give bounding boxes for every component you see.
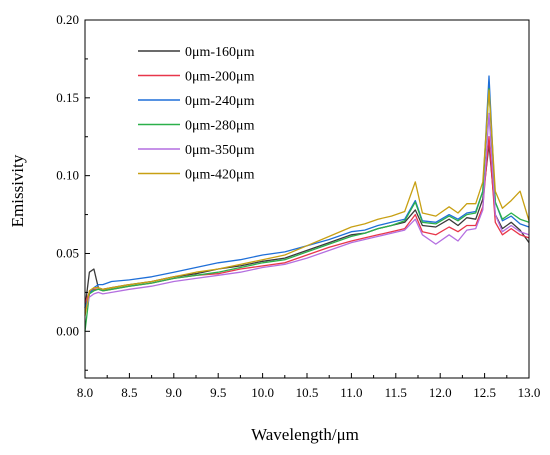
plot-lines <box>84 75 530 332</box>
legend-label: 0μm-350μm <box>185 143 255 158</box>
plot-frame <box>84 19 530 379</box>
x-tick-label: 8.0 <box>77 385 93 400</box>
series-line-2 <box>84 136 530 304</box>
series-line-5 <box>84 112 530 313</box>
series-line-6 <box>84 89 530 316</box>
y-axis: 0.00 0.05 0.10 0.15 0.20 <box>56 12 90 371</box>
y-axis-title: Emissivity <box>8 154 27 227</box>
x-axis-title: Wavelength/μm <box>251 425 359 444</box>
x-tick-label: 9.5 <box>210 385 226 400</box>
x-tick-label: 12.5 <box>473 385 496 400</box>
y-tick-label: 0.20 <box>56 12 79 27</box>
x-axis: 8.0 8.5 9.0 9.5 10.0 10.5 11.0 11.5 12.0 12.5 13.0 <box>77 373 541 400</box>
legend-label: 0μm-240μm <box>185 94 255 109</box>
series-line-3 <box>84 75 530 309</box>
legend-label: 0μm-280μm <box>185 119 255 134</box>
x-tick-label: 10.5 <box>296 385 319 400</box>
y-tick-label: 0.10 <box>56 168 79 183</box>
legend-label: 0μm-160μm <box>185 45 255 60</box>
x-tick-label: 9.0 <box>166 385 182 400</box>
x-tick-label: 12.0 <box>429 385 452 400</box>
x-tick-label: 10.0 <box>251 385 274 400</box>
x-tick-label: 8.5 <box>121 385 137 400</box>
x-tick-label: 11.0 <box>340 385 362 400</box>
x-tick-label: 13.0 <box>518 385 541 400</box>
y-tick-label: 0.00 <box>56 323 79 338</box>
legend: 0μm-160μm 0μm-200μm 0μm-240μm 0μm-280μm 0μm-… <box>138 45 255 183</box>
x-tick-label: 11.5 <box>385 385 407 400</box>
y-tick-label: 0.15 <box>56 90 79 105</box>
legend-label: 0μm-420μm <box>185 168 255 183</box>
legend-label: 0μm-200μm <box>185 70 255 85</box>
y-tick-label: 0.05 <box>56 245 79 260</box>
